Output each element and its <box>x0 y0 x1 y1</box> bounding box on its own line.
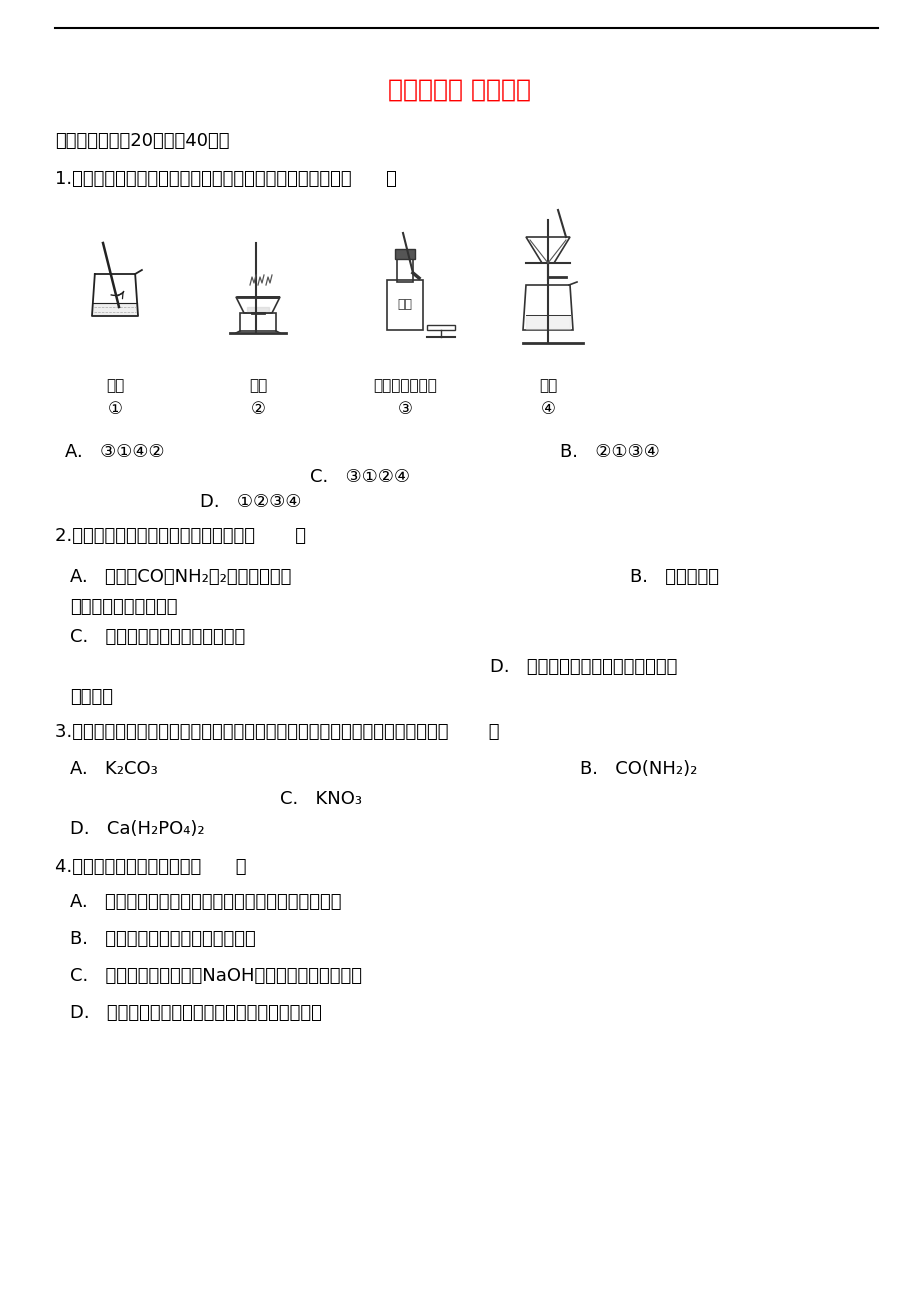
Text: 1.如图是粗盐提纯实验的部分操作，其中操作顺序正确的是（      ）: 1.如图是粗盐提纯实验的部分操作，其中操作顺序正确的是（ ） <box>55 171 396 187</box>
Text: C.   农药本身有毒，应该禁止施用: C. 农药本身有毒，应该禁止施用 <box>70 628 245 646</box>
Text: 第十一单元 盐、化肥: 第十一单元 盐、化肥 <box>388 78 531 102</box>
Text: ③: ③ <box>397 400 412 418</box>
Bar <box>387 280 423 329</box>
Text: B.   CO(NH₂)₂: B. CO(NH₂)₂ <box>579 760 697 779</box>
Text: B.   化肥对提高: B. 化肥对提高 <box>630 568 719 586</box>
Text: 粗盐: 粗盐 <box>397 298 412 311</box>
Text: A.   K₂CO₃: A. K₂CO₃ <box>70 760 157 779</box>
Text: ①: ① <box>108 400 122 418</box>
Text: B.   ②①③④: B. ②①③④ <box>560 443 659 461</box>
Text: A.   复分解反应的实质是参加反应的物质间的离子交换: A. 复分解反应的实质是参加反应的物质间的离子交换 <box>70 893 341 911</box>
Text: 保护手段: 保护手段 <box>70 687 113 706</box>
Text: A.   尿素（CO（NH₂）₂）是一种氮肥: A. 尿素（CO（NH₂）₂）是一种氮肥 <box>70 568 291 586</box>
Text: C.   露置于空气中的固体NaOH，其成分不会发生变化: C. 露置于空气中的固体NaOH，其成分不会发生变化 <box>70 967 361 986</box>
Bar <box>397 256 413 283</box>
Text: 取一定里的粗盐: 取一定里的粗盐 <box>373 378 437 393</box>
Text: 农作物产量有重要作用: 农作物产量有重要作用 <box>70 598 177 616</box>
Text: ②: ② <box>250 400 266 418</box>
Text: ④: ④ <box>540 400 555 418</box>
Text: 4.下列叙述中，不正确的是（      ）: 4.下列叙述中，不正确的是（ ） <box>55 858 246 876</box>
Text: C.   ③①②④: C. ③①②④ <box>310 467 410 486</box>
Bar <box>394 249 414 259</box>
Text: D.   绿色植物通过光合作用把无机物转化成有机物: D. 绿色植物通过光合作用把无机物转化成有机物 <box>70 1004 322 1022</box>
Bar <box>426 326 455 329</box>
Text: 过滤: 过滤 <box>539 378 557 393</box>
Text: D.   ①②③④: D. ①②③④ <box>199 493 301 510</box>
Bar <box>240 312 276 331</box>
Text: A.   ③①④②: A. ③①④② <box>65 443 165 461</box>
Text: D.   Ca(H₂PO₄)₂: D. Ca(H₂PO₄)₂ <box>70 820 204 838</box>
Text: 一、单选题（共20题；共40分）: 一、单选题（共20题；共40分） <box>55 132 229 150</box>
Text: D.   目前施用农药仍是最重要的作物: D. 目前施用农药仍是最重要的作物 <box>490 658 676 676</box>
Text: C.   KNO₃: C. KNO₃ <box>279 790 361 809</box>
Text: 溶解: 溶解 <box>106 378 124 393</box>
Text: B.   用稀盐酸清除铁制品表面的铁锈: B. 用稀盐酸清除铁制品表面的铁锈 <box>70 930 255 948</box>
Text: 3.某花圃所种的花卉缺乏氮元素和钾元素，如果只施用一种化肥，则应施用的是（       ）: 3.某花圃所种的花卉缺乏氮元素和钾元素，如果只施用一种化肥，则应施用的是（ ） <box>55 723 499 741</box>
Text: 蒸发: 蒸发 <box>249 378 267 393</box>
Text: 2.下列关于化肥和农药的说法错误的是（       ）: 2.下列关于化肥和农药的说法错误的是（ ） <box>55 527 306 546</box>
